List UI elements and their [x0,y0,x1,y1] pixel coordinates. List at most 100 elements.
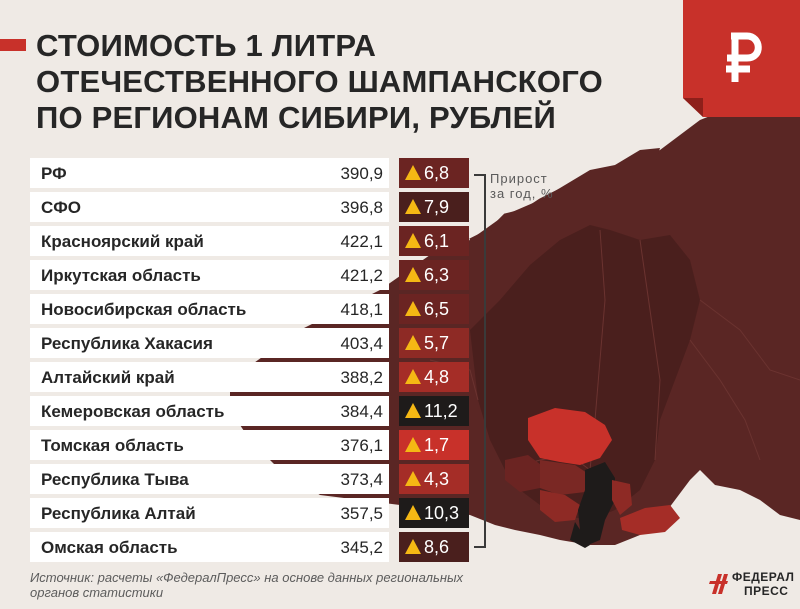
bracket-label-line-2: за год, % [490,186,554,201]
region-cell: Республика Тыва 373,4 [30,464,389,494]
growth-cell: 7,9 [399,192,469,222]
up-triangle-icon [405,335,421,350]
region-name: СФО [41,198,82,217]
source-line-2: органов статистики [30,585,164,600]
map-island-1 [615,148,660,175]
growth-value: 1,7 [424,435,450,455]
up-triangle-icon [405,199,421,214]
growth-value: 7,9 [424,197,450,217]
bracket-label: Прирост за год, % [490,171,554,201]
badge-fold [683,98,703,117]
map-tyva [620,505,680,535]
growth-cell: 4,3 [399,464,469,494]
growth-value: 6,1 [424,231,450,251]
region-name: Республика Алтай [41,504,196,523]
source-note: Источник: расчеты «ФедералПресс» на осно… [30,570,590,600]
price-value: 403,4 [340,334,383,353]
price-value: 390,9 [340,164,383,183]
up-triangle-icon [405,437,421,452]
growth-value: 4,3 [424,469,450,489]
region-cell: Новосибирская область 418,1 [30,294,389,324]
growth-value: 10,3 [424,503,460,523]
growth-cell: 6,8 [399,158,469,188]
region-name: Томская область [41,436,184,455]
region-name: Иркутская область [41,266,201,285]
up-triangle-icon [405,539,421,554]
chart-title: СТОИМОСТЬ 1 ЛИТРА ОТЕЧЕСТВЕННОГО ШАМПАНС… [36,28,603,136]
growth-value: 8,6 [424,537,450,557]
region-cell: Республика Алтай 357,5 [30,498,389,528]
region-cell: Иркутская область 421,2 [30,260,389,290]
price-value: 376,1 [340,436,383,455]
region-cell: Кемеровская область 384,4 [30,396,389,426]
region-name: Республика Тыва [41,470,189,489]
region-name: Омская область [41,538,178,557]
growth-value: 5,7 [424,333,450,353]
map-altai-krai [540,490,580,522]
map-tomsk [528,408,612,465]
region-cell: Томская область 376,1 [30,430,389,460]
map-altai-rep [570,522,590,548]
price-value: 418,1 [340,300,383,319]
growth-value: 6,8 [424,163,450,183]
region-cell: РФ 390,9 [30,158,389,188]
title-line-1: СТОИМОСТЬ 1 ЛИТРА [36,28,377,63]
price-value: 384,4 [340,402,383,421]
price-value: 373,4 [340,470,383,489]
map-novosibirsk [540,460,590,495]
region-cell: Алтайский край 388,2 [30,362,389,392]
up-triangle-icon [405,301,421,316]
federalpress-logo: ФЕДЕРАЛ ПРЕСС [708,568,794,600]
price-value: 357,5 [340,504,383,523]
price-value: 345,2 [340,538,383,557]
growth-cell: 8,6 [399,532,469,562]
logo-line-2: ПРЕСС [744,584,789,598]
source-line-1: Источник: расчеты «ФедералПресс» на осно… [30,570,464,585]
region-name: РФ [41,164,67,183]
up-triangle-icon [405,471,421,486]
title-accent-bar [0,39,26,51]
map-khakassia [612,480,632,515]
up-triangle-icon [405,505,421,520]
region-name: Кемеровская область [41,402,225,421]
logo-line-1: ФЕДЕРАЛ [732,570,795,584]
growth-cell: 11,2 [399,396,469,426]
growth-cell: 10,3 [399,498,469,528]
fp-logo-icon [709,574,728,594]
up-triangle-icon [405,165,421,180]
price-value: 422,1 [340,232,383,251]
region-name: Алтайский край [41,368,175,387]
title-line-3: ПО РЕГИОНАМ СИБИРИ, РУБЛЕЙ [36,100,556,135]
growth-value: 6,3 [424,265,450,285]
title-line-2: ОТЕЧЕСТВЕННОГО ШАМПАНСКОГО [36,64,603,99]
map-coast [469,188,561,242]
region-name: Республика Хакасия [41,334,213,353]
growth-value: 6,5 [424,299,450,319]
map-island-2 [625,170,645,195]
up-triangle-icon [405,267,421,282]
region-name: Красноярский край [41,232,204,251]
price-value: 388,2 [340,368,383,387]
region-cell: Республика Хакасия 403,4 [30,328,389,358]
region-cell: Красноярский край 422,1 [30,226,389,256]
up-triangle-icon [405,369,421,384]
bracket-label-line-1: Прирост [490,171,548,186]
map-omsk [505,455,545,492]
price-value: 396,8 [340,198,383,217]
growth-cell: 1,7 [399,430,469,460]
region-name: Новосибирская область [41,300,247,319]
up-triangle-icon [405,403,421,418]
growth-cell: 5,7 [399,328,469,358]
map-island-3 [700,140,760,165]
region-cell: Омская область 345,2 [30,532,389,562]
price-value: 421,2 [340,266,383,285]
map-sfo-region [470,225,700,520]
region-cell: СФО 396,8 [30,192,389,222]
growth-cell: 6,3 [399,260,469,290]
ruble-icon [726,32,762,82]
growth-cell: 6,1 [399,226,469,256]
growth-value: 4,8 [424,367,450,387]
growth-cell: 6,5 [399,294,469,324]
ruble-badge [683,0,800,117]
map-kemerovo [578,462,615,545]
